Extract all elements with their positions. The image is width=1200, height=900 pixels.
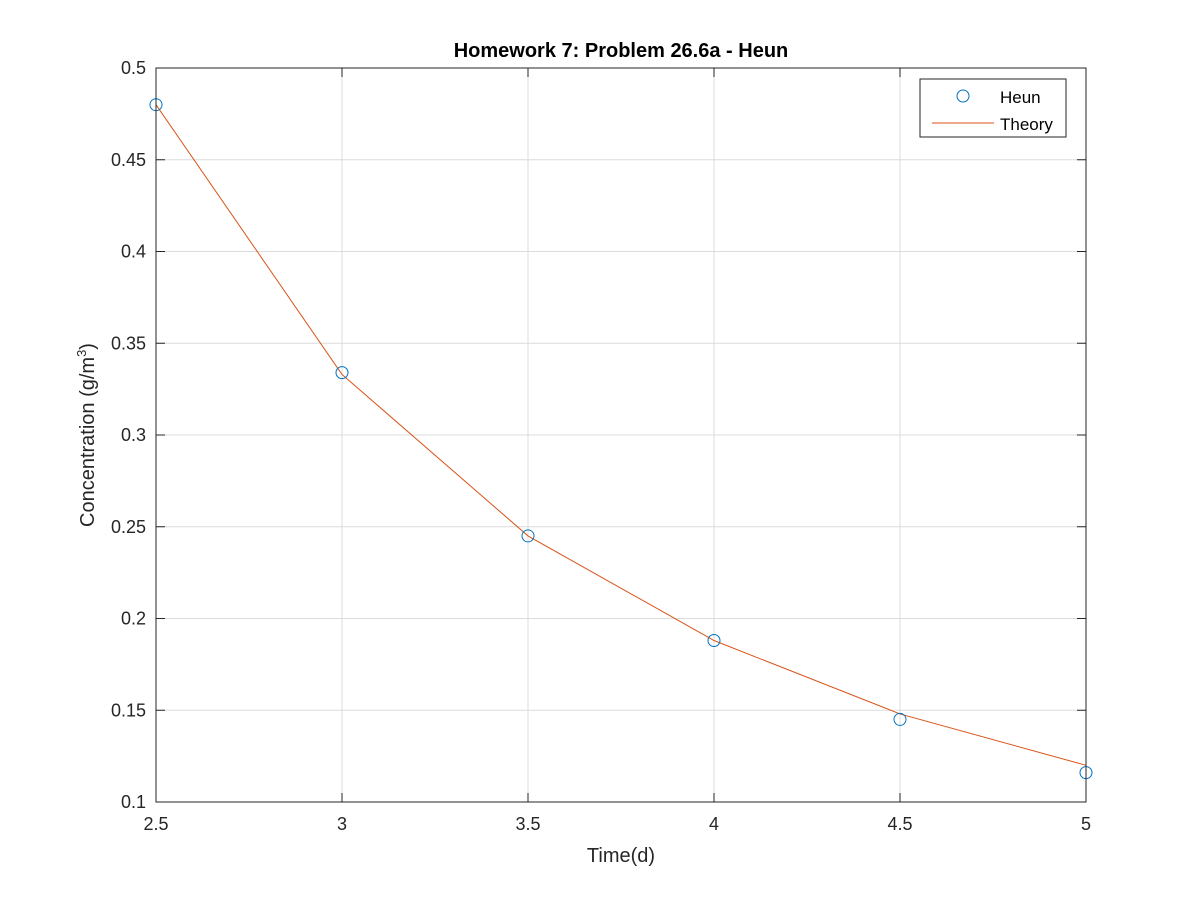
legend-theory-label: Theory [1000, 115, 1053, 134]
y-tick-label: 0.35 [111, 333, 146, 353]
theory-line [155, 104, 1087, 766]
legend-heun-marker [956, 89, 970, 103]
y-tick-label: 0.3 [121, 425, 146, 445]
x-tick-label: 4.5 [887, 814, 912, 834]
y-axis-label: Concentration (g/m3) [74, 343, 99, 527]
heun-point [335, 366, 349, 380]
y-tick-label: 0.25 [111, 517, 146, 537]
chart-title: Homework 7: Problem 26.6a - Heun [454, 40, 789, 62]
heun-point [707, 634, 721, 648]
x-tick-label: 2.5 [143, 814, 168, 834]
legend: Heun Theory [919, 78, 1067, 138]
y-tick-label: 0.5 [121, 58, 146, 78]
y-axis-label-close: ) [77, 343, 99, 350]
x-tick-label: 3 [337, 814, 347, 834]
x-tick-label: 4 [709, 814, 719, 834]
legend-heun-label: Heun [1000, 88, 1041, 107]
y-axis-label-superscript: 3 [74, 350, 89, 357]
legend-box [919, 78, 1067, 138]
tick-labels: 2.5 3 3.5 4 4.5 5 0.1 0.15 0.2 0.25 0.3 0.35 0.4 0.45… [111, 58, 1091, 834]
y-tick-label: 0.15 [111, 700, 146, 720]
heun-point [893, 712, 907, 726]
ticks [155, 67, 1087, 803]
y-tick-label: 0.4 [121, 242, 146, 262]
x-tick-label: 5 [1081, 814, 1091, 834]
x-axis-label: Time(d) [587, 845, 655, 867]
y-axis-label-main: Concentration (g/m [77, 357, 99, 527]
y-tick-label: 0.2 [121, 609, 146, 629]
heun-point [521, 529, 535, 543]
y-tick-label: 0.45 [111, 150, 146, 170]
x-tick-label: 3.5 [515, 814, 540, 834]
y-tick-label: 0.1 [121, 792, 146, 812]
